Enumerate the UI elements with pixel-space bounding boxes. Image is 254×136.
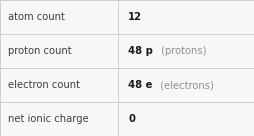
Text: 12: 12: [128, 12, 142, 22]
Text: 48 e: 48 e: [128, 80, 153, 90]
Text: net ionic charge: net ionic charge: [8, 114, 88, 124]
Text: 48 p: 48 p: [128, 46, 153, 56]
Text: electron count: electron count: [8, 80, 80, 90]
Text: (electrons): (electrons): [157, 80, 214, 90]
Text: proton count: proton count: [8, 46, 71, 56]
Text: (protons): (protons): [158, 46, 206, 56]
Text: atom count: atom count: [8, 12, 65, 22]
Text: 0: 0: [128, 114, 135, 124]
